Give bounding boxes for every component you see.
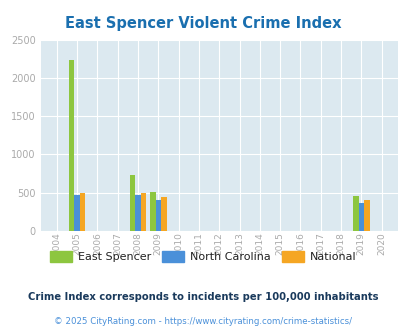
- Text: © 2025 CityRating.com - https://www.cityrating.com/crime-statistics/: © 2025 CityRating.com - https://www.city…: [54, 317, 351, 326]
- Bar: [363, 200, 369, 231]
- Bar: [69, 60, 74, 231]
- Text: East Spencer Violent Crime Index: East Spencer Violent Crime Index: [64, 16, 341, 31]
- Bar: [150, 192, 155, 231]
- Bar: [161, 197, 166, 231]
- Bar: [80, 193, 85, 231]
- Bar: [352, 196, 358, 231]
- Bar: [74, 195, 80, 231]
- Bar: [130, 175, 135, 231]
- Text: Crime Index corresponds to incidents per 100,000 inhabitants: Crime Index corresponds to incidents per…: [28, 292, 377, 302]
- Bar: [155, 200, 161, 231]
- Bar: [135, 195, 141, 231]
- Legend: East Spencer, North Carolina, National: East Spencer, North Carolina, National: [45, 247, 360, 267]
- Bar: [141, 193, 146, 231]
- Bar: [358, 203, 363, 231]
